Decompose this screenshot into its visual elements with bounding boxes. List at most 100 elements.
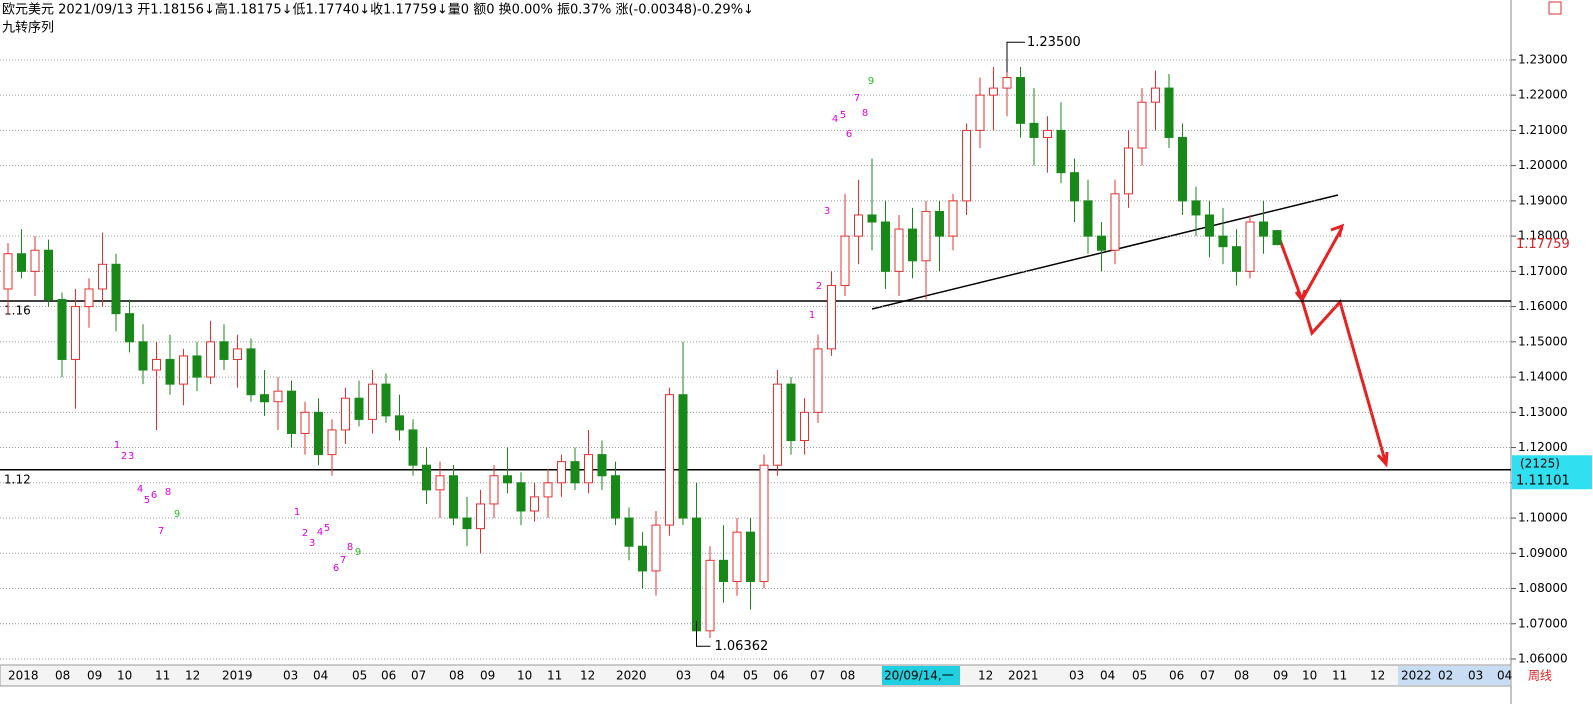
td-count: 6	[151, 490, 157, 501]
x-tick-label: 08	[55, 669, 70, 683]
candle-body	[408, 429, 418, 466]
td-count: 4	[832, 114, 838, 125]
candle-body	[449, 475, 458, 519]
candle-body	[854, 214, 863, 237]
td-count: 3	[128, 451, 134, 462]
candle-body	[1043, 129, 1052, 138]
x-tick-label: 12	[580, 669, 595, 683]
td-count: 2	[302, 528, 308, 539]
x-tick-label: 12	[1370, 669, 1385, 683]
candle-body	[219, 341, 229, 360]
x-tick-label: 07	[1200, 669, 1215, 683]
x-tick-label: 11	[155, 669, 170, 683]
x-tick-label: 20/09/14,一	[884, 669, 954, 683]
cursor-price-box	[1512, 455, 1592, 490]
candle-body	[30, 249, 40, 272]
y-tick-label: 1.06000	[1518, 652, 1568, 666]
x-tick-label: 12	[978, 669, 993, 683]
candle-body	[287, 390, 296, 434]
arrow-head	[1376, 451, 1389, 468]
td-count: 5	[144, 495, 150, 506]
candle-body	[1029, 122, 1039, 138]
level-label: 1.16	[4, 303, 31, 317]
x-tick-label: 04	[313, 669, 328, 683]
x-tick-label: 2021	[1008, 669, 1039, 683]
td-count: 3	[824, 206, 830, 217]
candle-body	[746, 531, 755, 582]
candle-body	[300, 411, 310, 434]
x-tick-label: 07	[411, 669, 426, 683]
candle-body	[840, 235, 850, 286]
candle-body	[570, 461, 580, 484]
candle-body	[989, 87, 998, 96]
y-tick-label: 1.14000	[1518, 370, 1568, 384]
td-count: 1	[114, 440, 120, 451]
candle-body	[273, 390, 283, 403]
trend-line	[871, 194, 1339, 310]
candle-body	[233, 348, 242, 360]
candle-body	[935, 210, 944, 237]
y-tick-label: 1.12000	[1518, 440, 1568, 454]
candle-body	[1178, 136, 1187, 202]
candle-body	[786, 383, 796, 442]
low-label: 1.06362	[715, 639, 769, 654]
y-tick-label: 1.15000	[1518, 334, 1568, 348]
candle-body	[624, 517, 634, 547]
x-tick-label: 11	[1332, 669, 1347, 683]
candle-body	[44, 249, 53, 301]
candle-body	[489, 475, 499, 505]
x-tick-label: 2022	[1401, 669, 1432, 683]
candle-body	[516, 482, 526, 512]
candle-body	[1232, 246, 1241, 272]
x-tick-label: 03	[1468, 669, 1483, 683]
candle-body	[476, 503, 485, 530]
candle-body	[705, 559, 715, 632]
candle-body	[1245, 221, 1255, 272]
candle-body	[948, 200, 958, 237]
x-tick-label: 03	[676, 669, 691, 683]
candle-body	[192, 355, 202, 378]
cursor-price: 1.11101	[1516, 474, 1570, 489]
candle-body	[368, 383, 377, 420]
candle-body	[327, 429, 337, 456]
td-count: 4	[317, 527, 323, 538]
candle-body	[179, 355, 188, 385]
x-tick-label: 05	[743, 669, 758, 683]
candle-body	[435, 475, 445, 491]
candle-body	[800, 411, 809, 442]
x-tick-label: 08	[1234, 669, 1249, 683]
candle-body	[1056, 129, 1066, 174]
candle-body	[638, 545, 647, 572]
candle-body	[1151, 87, 1160, 103]
candle-body	[462, 517, 472, 530]
candle-body	[422, 464, 431, 491]
candle-body	[651, 524, 661, 572]
candle-body	[719, 559, 728, 582]
candle-body	[732, 531, 742, 582]
window-button[interactable]	[1548, 1, 1562, 15]
x-tick-label: 2018	[8, 669, 39, 683]
candle-body	[57, 299, 67, 360]
td-count: 7	[854, 93, 860, 104]
candle-body	[125, 313, 134, 343]
x-tick-label: 10	[517, 669, 532, 683]
forecast-arrows	[1278, 223, 1389, 468]
x-tick-label: 04	[710, 669, 725, 683]
x-tick-label: 04	[1497, 669, 1512, 683]
candle-body	[881, 221, 890, 272]
candle-body	[1164, 87, 1174, 138]
x-tick-label: 03	[283, 669, 298, 683]
candle-body	[260, 394, 269, 403]
candle-body	[1070, 172, 1079, 202]
y-tick-label: 1.18000	[1518, 229, 1568, 243]
candle-body	[165, 358, 175, 385]
candle-body	[84, 288, 94, 308]
candle-body	[341, 397, 350, 431]
candle-body	[773, 383, 782, 466]
candle-body	[1110, 193, 1120, 251]
candle-body	[530, 496, 539, 512]
td-count: 5	[840, 110, 846, 121]
header-quote: 欧元美元 2021/09/13 开1.18156↓高1.18175↓低1.177…	[2, 2, 754, 18]
td-count: 2	[816, 281, 822, 292]
candle-body	[584, 454, 593, 484]
